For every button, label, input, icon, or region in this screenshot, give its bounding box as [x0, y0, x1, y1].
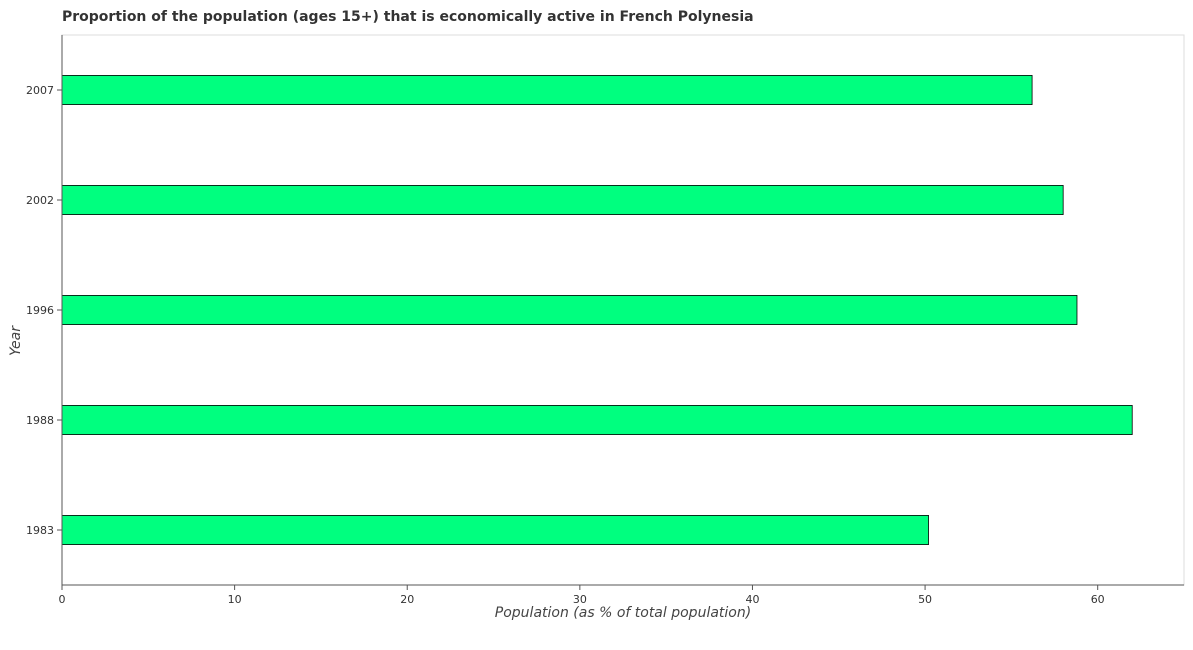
x-tick-label: 20: [400, 593, 414, 606]
chart-title: Proportion of the population (ages 15+) …: [62, 9, 754, 25]
y-axis-label: Year: [8, 325, 24, 356]
bar-2007: [61, 75, 1033, 105]
bar-1996: [61, 295, 1078, 325]
x-tick-label: 50: [918, 593, 932, 606]
y-tick-label: 2002: [26, 194, 54, 207]
bar-1983: [61, 515, 929, 545]
x-tick-label: 10: [228, 593, 242, 606]
x-tick-label: 30: [573, 593, 587, 606]
y-tick-label: 1996: [26, 304, 54, 317]
x-axis-label: Population (as % of total population): [495, 605, 751, 621]
y-tick-label: 1983: [26, 524, 54, 537]
bar-1988: [61, 405, 1133, 435]
x-axis: 0 10 20 30 40 50 60: [59, 584, 1184, 606]
y-axis: 1983 1988 1996 2002 2007: [26, 35, 63, 585]
x-tick-label: 40: [745, 593, 759, 606]
y-tick-label: 2007: [26, 84, 54, 97]
bars-group: [61, 75, 1133, 545]
bar-2002: [61, 185, 1064, 215]
x-tick-label: 0: [59, 593, 66, 606]
y-tick-label: 1988: [26, 414, 54, 427]
x-tick-label: 60: [1091, 593, 1105, 606]
